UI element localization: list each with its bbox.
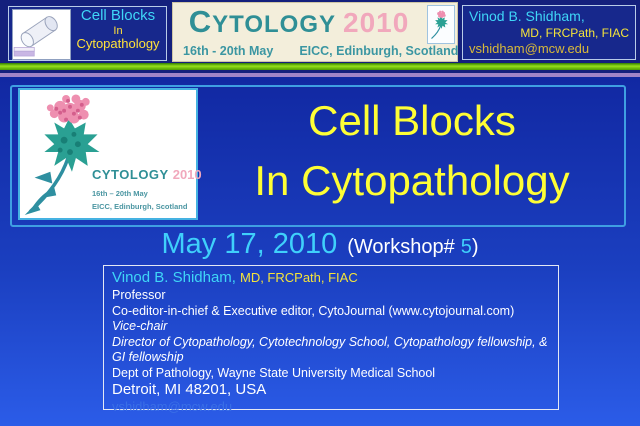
green-divider-stripe: [0, 63, 640, 70]
slide-title-line2: In Cytopathology: [254, 157, 570, 204]
author-vice-chair: Vice-chair: [112, 319, 168, 333]
author-info-box: Vinod B. Shidham, MD, FRCPath, FIAC Profe…: [103, 265, 559, 414]
speaker-name: Vinod B. Shidham,: [469, 8, 585, 24]
conference-subtitle: 16th - 20th May EICC, Edinburgh, Scotlan…: [183, 44, 458, 58]
logo-year: 2010: [172, 167, 202, 182]
conference-name-rest: YTOLOGY: [212, 11, 336, 38]
speaker-credentials: MD, FRCPath, FIAC: [520, 25, 629, 40]
session-line: May 17, 2010 (Workshop# 5): [0, 228, 640, 261]
conference-venue: EICC, Edinburgh, Scotland: [299, 44, 459, 58]
author-role: Professor: [112, 288, 166, 302]
thistle-thumbnail: [427, 5, 455, 44]
logo-brand: CYTOLOGY: [92, 167, 169, 182]
author-credentials: MD, FRCPath, FIAC: [239, 270, 358, 285]
purple-divider-stripe: [0, 73, 640, 77]
badge-bottom: Cytopathology: [76, 36, 160, 52]
workshop-label: (Workshop#: [347, 236, 455, 258]
conference-year: 2010: [343, 7, 410, 38]
author-editor-line: Co-editor-in-chief & Executive editor, C…: [112, 303, 515, 318]
slide-title: Cell Blocks In Cytopathology: [202, 91, 622, 211]
badge-middle: In: [113, 24, 123, 37]
logo-text: CYTOLOGY 2010 16th – 20th May EICC, Edinb…: [92, 166, 202, 211]
conference-dates: 16th - 20th May: [183, 44, 274, 58]
speaker-email-link[interactable]: vshidham@mcw.edu: [469, 40, 590, 56]
header-left-text: Cell Blocks In Cytopathology: [71, 7, 165, 52]
author-dept-line: Dept of Pathology, Wayne State Universit…: [112, 365, 436, 380]
author-address: Detroit, MI 48201, USA: [112, 381, 267, 398]
author-email-link[interactable]: vshidham@mcw.edu: [112, 399, 233, 414]
conference-title: CYTOLOGY 2010: [173, 4, 425, 40]
cytology-logo-card: CYTOLOGY 2010 16th – 20th May EICC, Edinb…: [18, 88, 202, 220]
cassette-chip-icon: [13, 47, 35, 52]
author-director-line1: Director of Cytopathology, Cytotechnolog…: [112, 334, 548, 349]
header-bar: Cell Blocks In Cytopathology CYTOLOGY 201…: [0, 0, 640, 63]
conference-name-initial: C: [188, 4, 213, 39]
slide-title-line1: Cell Blocks: [308, 97, 516, 144]
workshop-number: 5: [460, 236, 472, 258]
thistle-icon: [431, 10, 449, 39]
author-director-line2: GI fellowship: [112, 350, 184, 364]
title-frame: CYTOLOGY 2010 16th – 20th May EICC, Edinb…: [10, 85, 626, 227]
workshop-close-paren: ): [471, 236, 479, 258]
header-left-badge: Cell Blocks In Cytopathology: [8, 6, 167, 61]
slide-body: CYTOLOGY 2010 16th – 20th May EICC, Edinb…: [0, 77, 640, 426]
author-name-line: Vinod B. Shidham, MD, FRCPath, FIAC: [112, 268, 550, 288]
logo-venue: EICC, Edinburgh, Scotland: [92, 202, 188, 211]
cell-block-cylinder-icon: [13, 16, 58, 57]
cell-block-image: [12, 9, 71, 60]
logo-dates: 16th – 20th May: [92, 189, 148, 198]
author-name: Vinod B. Shidham,: [112, 269, 236, 286]
badge-title: Cell Blocks: [80, 7, 156, 24]
session-date: May 17, 2010: [161, 228, 338, 260]
speaker-badge: Vinod B. Shidham, MD, FRCPath, FIAC vshi…: [462, 5, 636, 60]
conference-banner: CYTOLOGY 2010 16th - 20th May EICC, Edinb…: [172, 2, 458, 62]
thistle-icon: [24, 94, 100, 216]
